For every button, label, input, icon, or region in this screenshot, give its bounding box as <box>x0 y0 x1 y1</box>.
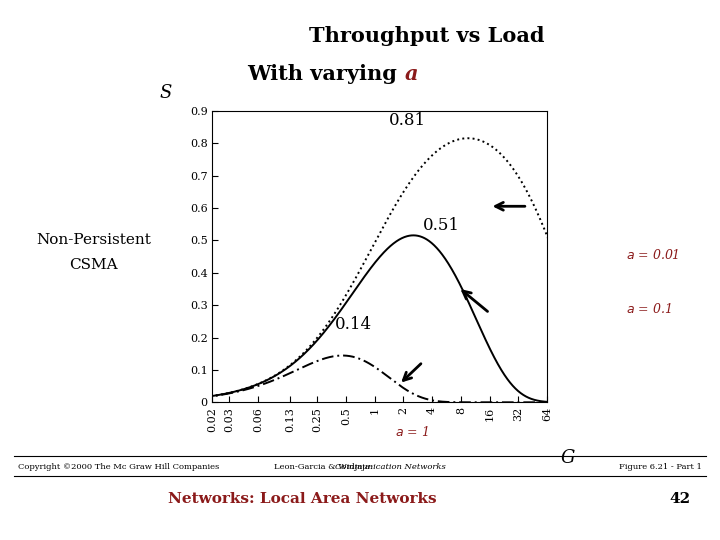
Text: Networks: Local Area Networks: Networks: Local Area Networks <box>168 492 437 506</box>
Text: Communication Networks: Communication Networks <box>335 463 446 470</box>
Text: S: S <box>159 84 171 102</box>
Text: Throughput vs Load: Throughput vs Load <box>309 26 545 46</box>
Text: Non-Persistent: Non-Persistent <box>36 233 151 247</box>
Text: 0.14: 0.14 <box>335 316 372 333</box>
Text: 0.81: 0.81 <box>389 112 426 129</box>
Text: 42: 42 <box>670 492 691 506</box>
Text: G: G <box>561 449 575 467</box>
Text: CSMA: CSMA <box>69 258 118 272</box>
Text: Copyright ©2000 The Mc Graw Hill Companies: Copyright ©2000 The Mc Graw Hill Compani… <box>18 463 220 470</box>
Text: 0.51: 0.51 <box>423 217 460 234</box>
Text: With varying: With varying <box>247 64 405 84</box>
Text: $a$ = 0.1: $a$ = 0.1 <box>626 302 672 316</box>
Text: Leon-Garcia & Widjaja:: Leon-Garcia & Widjaja: <box>274 463 377 470</box>
Text: $a$ = 1: $a$ = 1 <box>395 425 428 439</box>
Text: Figure 6.21 - Part 1: Figure 6.21 - Part 1 <box>619 463 702 470</box>
Text: a: a <box>405 64 418 84</box>
Text: $a$ = 0.01: $a$ = 0.01 <box>626 248 680 262</box>
